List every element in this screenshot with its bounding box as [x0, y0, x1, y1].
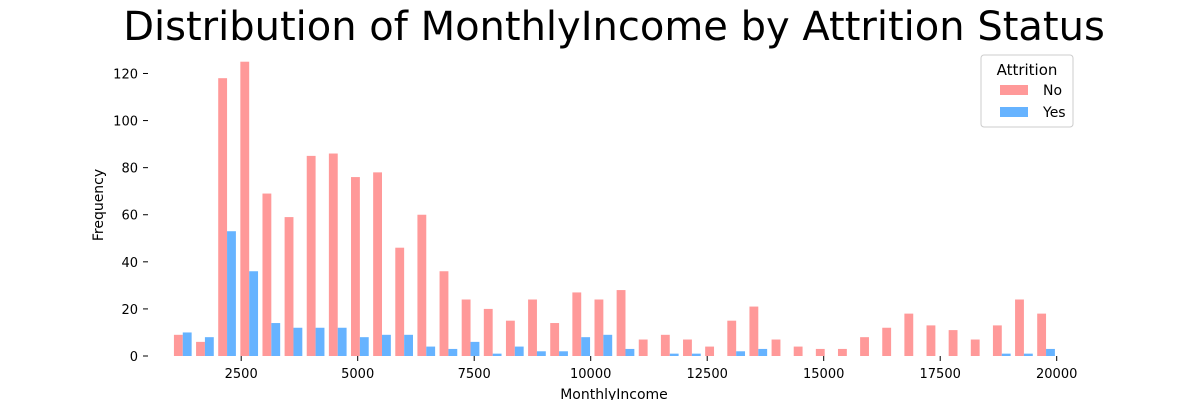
bar-no-33 — [904, 313, 914, 356]
bar-yes-39 — [1046, 348, 1055, 356]
legend: Attrition No Yes — [980, 54, 1074, 128]
bar-no-18 — [572, 292, 582, 356]
bar-yes-17 — [559, 351, 568, 356]
legend-label-yes: Yes — [1042, 105, 1066, 121]
bar-yes-2 — [227, 231, 236, 356]
bar-no-38 — [1015, 299, 1024, 356]
legend-label-no: No — [1043, 83, 1062, 99]
bar-no-17 — [550, 323, 560, 356]
bar-no-19 — [594, 299, 604, 356]
bar-no-13 — [461, 299, 471, 356]
legend-swatch-yes — [1000, 107, 1028, 117]
series-yes — [182, 231, 1055, 356]
x-tick-label-6: 17500 — [920, 367, 961, 382]
bar-no-37 — [992, 325, 1002, 356]
chart-title: Distribution of MonthlyIncome by Attriti… — [123, 4, 1105, 50]
y-tick-label-5: 100 — [113, 115, 138, 130]
bar-yes-1 — [204, 337, 214, 356]
bar-no-35 — [948, 330, 958, 356]
bar-yes-3 — [249, 271, 259, 356]
bar-no-7 — [328, 153, 338, 356]
bar-no-28 — [793, 346, 803, 356]
bars-group — [173, 61, 1055, 357]
bar-no-27 — [771, 339, 781, 356]
bar-yes-18 — [581, 337, 591, 356]
x-tick-label-2: 7500 — [458, 367, 491, 382]
bar-no-9 — [373, 172, 383, 356]
y-tick-label-2: 40 — [121, 256, 138, 271]
bar-no-8 — [351, 177, 360, 356]
bar-no-22 — [660, 334, 670, 356]
bar-no-23 — [683, 339, 692, 356]
series-no — [173, 61, 1047, 357]
bar-yes-38 — [1023, 353, 1033, 356]
bar-no-2 — [218, 78, 228, 357]
bar-yes-11 — [426, 346, 436, 356]
bar-yes-9 — [382, 334, 391, 356]
bar-no-36 — [970, 339, 980, 356]
bar-yes-26 — [758, 348, 768, 356]
x-tick-label-7: 20000 — [1036, 367, 1077, 382]
bar-no-25 — [727, 320, 737, 356]
bar-no-3 — [240, 61, 250, 357]
y-axis: 0 20 40 60 80 100 120 — [113, 67, 148, 365]
bar-yes-12 — [448, 348, 458, 356]
x-axis: 2500 5000 7500 10000 12500 15000 17500 20000 — [225, 356, 1077, 382]
bar-no-0 — [173, 334, 183, 356]
bar-yes-7 — [337, 327, 347, 356]
bar-yes-22 — [669, 353, 679, 356]
bar-yes-37 — [1001, 353, 1011, 356]
x-tick-label-4: 12500 — [687, 367, 728, 382]
x-tick-label-5: 15000 — [803, 367, 844, 382]
bar-no-5 — [284, 217, 294, 356]
bar-no-39 — [1037, 313, 1047, 356]
bar-yes-8 — [359, 337, 369, 356]
bar-yes-0 — [182, 332, 192, 356]
bar-no-21 — [638, 339, 648, 356]
bar-yes-10 — [404, 334, 413, 356]
y-tick-label-3: 60 — [121, 209, 138, 224]
bar-no-34 — [926, 325, 936, 356]
y-tick-label-0: 0 — [130, 350, 138, 365]
y-tick-label-1: 20 — [121, 303, 138, 318]
x-tick-label-3: 10000 — [570, 367, 611, 382]
y-tick-label-4: 80 — [121, 162, 138, 177]
bar-no-31 — [860, 337, 869, 356]
bar-no-12 — [439, 271, 449, 356]
x-tick-label-1: 5000 — [341, 367, 374, 382]
legend-swatch-no — [1000, 85, 1028, 95]
bar-no-4 — [262, 193, 272, 356]
bar-yes-4 — [271, 323, 281, 356]
bar-no-6 — [306, 155, 316, 356]
bar-no-30 — [837, 348, 847, 356]
legend-title: Attrition — [997, 61, 1058, 79]
bar-no-11 — [417, 214, 427, 356]
x-tick-label-0: 2500 — [225, 367, 258, 382]
bar-no-15 — [505, 320, 515, 356]
x-axis-label: MonthlyIncome — [560, 387, 668, 400]
bar-yes-16 — [536, 351, 546, 356]
bar-no-10 — [395, 247, 405, 356]
bar-no-26 — [749, 306, 759, 356]
bar-yes-15 — [514, 346, 524, 356]
bar-yes-13 — [470, 341, 480, 356]
y-axis-label: Frequency — [91, 169, 107, 241]
bar-no-32 — [882, 327, 892, 356]
bar-yes-19 — [603, 334, 613, 356]
bar-yes-25 — [736, 351, 746, 356]
bar-yes-14 — [492, 353, 502, 356]
bar-no-16 — [528, 299, 537, 356]
bar-no-1 — [196, 341, 205, 356]
y-tick-label-6: 120 — [113, 67, 138, 82]
bar-yes-6 — [315, 327, 325, 356]
bar-no-14 — [483, 308, 493, 356]
bar-no-24 — [705, 346, 715, 356]
bar-yes-20 — [625, 348, 635, 356]
bar-yes-5 — [293, 327, 303, 356]
bar-no-20 — [616, 290, 626, 356]
bar-no-29 — [815, 348, 825, 356]
bar-yes-23 — [691, 353, 701, 356]
